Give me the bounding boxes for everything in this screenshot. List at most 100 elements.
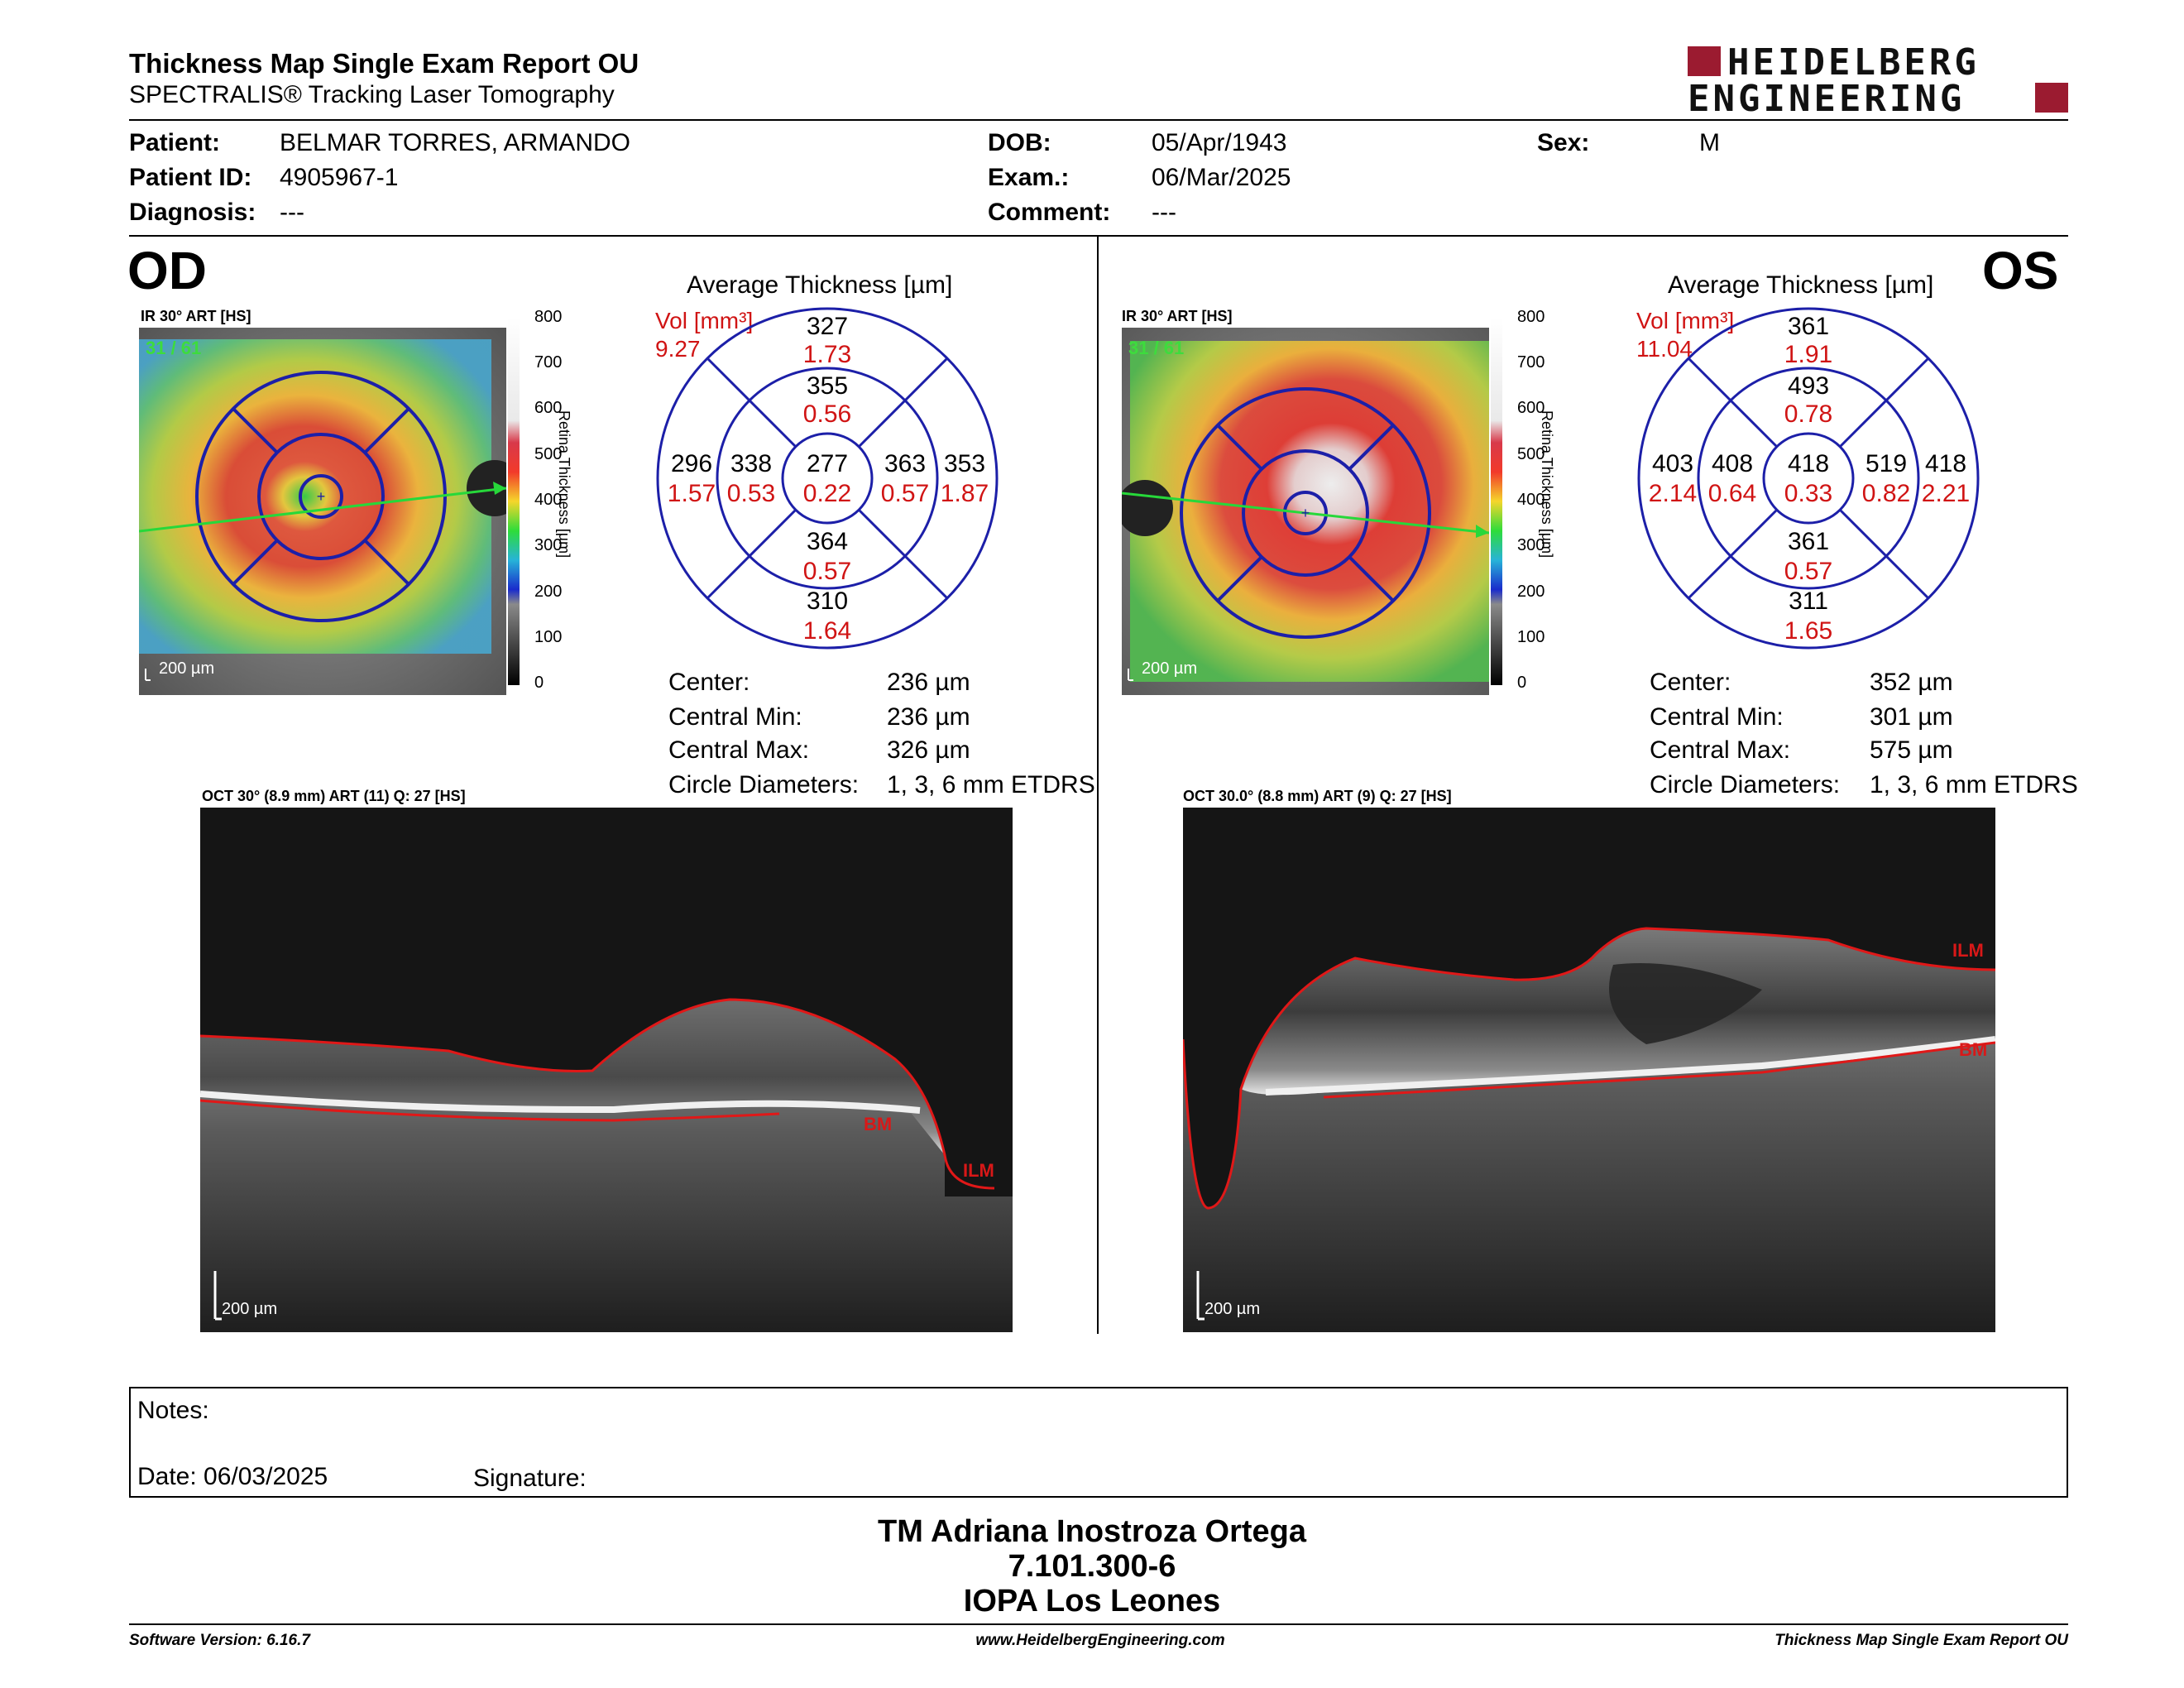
os-inner-left-thickness: 408 — [1711, 450, 1754, 477]
od-inner-right-thickness: 363 — [884, 450, 927, 477]
patient-label: Patient: — [129, 129, 221, 156]
os-outer-sup-volume: 1.91 — [1784, 341, 1833, 368]
od-inner-sup-volume: 0.56 — [802, 400, 852, 428]
os-min-value: 301 µm — [1870, 703, 1953, 731]
svg-text:+: + — [1301, 505, 1310, 521]
od-inner-inf-volume: 0.57 — [802, 558, 852, 585]
comment-label: Comment: — [988, 199, 1111, 226]
os-inner-sup-thickness: 493 — [1787, 372, 1830, 400]
os-ir-header: IR 30° ART [HS] — [1122, 308, 1233, 324]
os-center-value: 352 µm — [1870, 669, 1953, 696]
od-oct-header: OCT 30° (8.9 mm) ART (11) Q: 27 [HS] — [202, 788, 466, 804]
od-cbar-tick-0: 0 — [534, 674, 544, 692]
patient-id: 4905967-1 — [280, 164, 399, 191]
od-cbar-tick-300: 300 — [534, 536, 563, 554]
od-outer-right-volume: 1.87 — [940, 480, 989, 507]
od-cbar-tick-700: 700 — [534, 353, 563, 372]
sex-label: Sex: — [1537, 129, 1590, 156]
od-oct-bscan: BM ILM 200 µm — [200, 808, 1013, 1332]
os-outer-left-thickness: 403 — [1651, 450, 1694, 477]
os-outer-right-thickness: 418 — [1924, 450, 1967, 477]
signer-id: 7.101.300-6 — [1008, 1549, 1176, 1584]
os-frame-count: 31 / 61 — [1128, 338, 1184, 358]
logo-word-1: HEIDELBERG — [1727, 41, 1980, 84]
od-ir-header: IR 30° ART [HS] — [141, 308, 251, 324]
od-ilm-label: ILM — [963, 1160, 994, 1181]
od-center-thickness: 277 — [806, 450, 849, 477]
os-inner-sup-volume: 0.78 — [1784, 400, 1833, 428]
os-inner-inf-volume: 0.57 — [1784, 558, 1833, 585]
od-inner-right-volume: 0.57 — [880, 480, 930, 507]
os-inner-right-volume: 0.82 — [1861, 480, 1911, 507]
od-avg-title: Average Thickness [µm] — [687, 271, 953, 299]
os-outer-inf-thickness: 311 — [1789, 587, 1828, 615]
dob-label: DOB: — [988, 129, 1051, 156]
dob-value: 05/Apr/1943 — [1152, 129, 1287, 156]
os-max-value: 575 µm — [1870, 736, 1953, 764]
os-thickness-map: + 31 / 61 200 µm — [1122, 328, 1489, 695]
od-cbar-tick-600: 600 — [534, 399, 563, 417]
od-inner-left-thickness: 338 — [730, 450, 773, 477]
od-outer-sup-volume: 1.73 — [802, 341, 852, 368]
os-outer-sup-thickness: 361 — [1787, 313, 1830, 340]
od-oct-scale: 200 µm — [222, 1300, 277, 1318]
od-bm-label: BM — [864, 1114, 892, 1134]
diagnosis-value: --- — [280, 199, 304, 226]
report-title: Thickness Map Single Exam Report OU — [129, 48, 639, 79]
os-cbar-tick-0: 0 — [1517, 674, 1527, 692]
od-center-volume: 0.22 — [802, 480, 852, 507]
od-outer-right-thickness: 353 — [943, 450, 986, 477]
patient-name: BELMAR TORRES, ARMANDO — [280, 129, 630, 156]
os-outer-right-volume: 2.21 — [1921, 480, 1971, 507]
os-circle-value: 1, 3, 6 mm ETDRS — [1870, 771, 2078, 798]
od-cbar-tick-500: 500 — [534, 445, 563, 463]
os-inner-inf-thickness: 361 — [1787, 528, 1830, 555]
od-outer-inf-thickness: 310 — [806, 587, 849, 615]
od-outer-left-volume: 1.57 — [667, 480, 716, 507]
os-max-label: Central Max: — [1650, 736, 1791, 764]
os-bm-label: BM — [1959, 1039, 1987, 1060]
software-version: Software Version: 6.16.7 — [129, 1632, 310, 1649]
os-inner-right-thickness: 519 — [1865, 450, 1908, 477]
os-ilm-label: ILM — [1952, 940, 1984, 961]
notes-box[interactable]: Notes: Date: 06/03/2025 Signature: — [129, 1387, 2068, 1498]
od-thickness-map: + 31 / 61 200 µm — [139, 328, 506, 695]
report-subtitle: SPECTRALIS® Tracking Laser Tomography — [129, 81, 615, 108]
os-oct-header: OCT 30.0° (8.8 mm) ART (9) Q: 27 [HS] — [1183, 788, 1452, 804]
os-circle-label: Circle Diameters: — [1650, 771, 1841, 798]
od-cbar-axis-label: Retina Thickness [µm] — [556, 410, 572, 559]
os-cbar-tick-200: 200 — [1517, 583, 1545, 601]
os-cbar-tick-400: 400 — [1517, 491, 1545, 509]
signer-institution: IOPA Los Leones — [963, 1584, 1221, 1618]
header-divider — [129, 119, 2068, 121]
exam-label: Exam.: — [988, 164, 1070, 191]
od-max-label: Central Max: — [668, 736, 810, 764]
signer-name: TM Adriana Inostroza Ortega — [878, 1514, 1306, 1549]
website-link[interactable]: www.HeidelbergEngineering.com — [975, 1632, 1225, 1649]
os-colorbar: 800 700 600 500 400 300 200 100 0 Retina… — [1486, 308, 1585, 695]
od-inner-inf-thickness: 364 — [806, 528, 849, 555]
footer-divider — [129, 1623, 2068, 1625]
od-cbar-tick-400: 400 — [534, 491, 563, 509]
od-vol-total: 9.27 — [655, 336, 701, 362]
od-min-label: Central Min: — [668, 703, 802, 731]
od-optic-disc — [467, 460, 506, 516]
os-min-label: Central Min: — [1650, 703, 1784, 731]
eye-divider — [1097, 237, 1099, 1334]
os-cbar-tick-800: 800 — [1517, 308, 1545, 326]
logo-square-icon — [2035, 83, 2068, 113]
os-eye-label: OS — [1982, 241, 2059, 300]
od-eye-label: OD — [127, 241, 207, 300]
od-cbar-tick-200: 200 — [534, 583, 563, 601]
sex-value: M — [1699, 129, 1720, 156]
heidelberg-logo: HEIDELBERG ENGINEERING — [1688, 43, 2068, 117]
os-avg-title: Average Thickness [µm] — [1668, 271, 1934, 299]
svg-text:+: + — [317, 488, 326, 505]
logo-word-2: ENGINEERING — [1688, 78, 1966, 120]
od-inner-left-volume: 0.53 — [726, 480, 776, 507]
od-center-label: Center: — [668, 669, 750, 696]
os-outer-left-volume: 2.14 — [1648, 480, 1698, 507]
od-max-value: 326 µm — [887, 736, 970, 764]
footer-report-name: Thickness Map Single Exam Report OU — [1774, 1632, 2068, 1649]
od-min-value: 236 µm — [887, 703, 970, 731]
